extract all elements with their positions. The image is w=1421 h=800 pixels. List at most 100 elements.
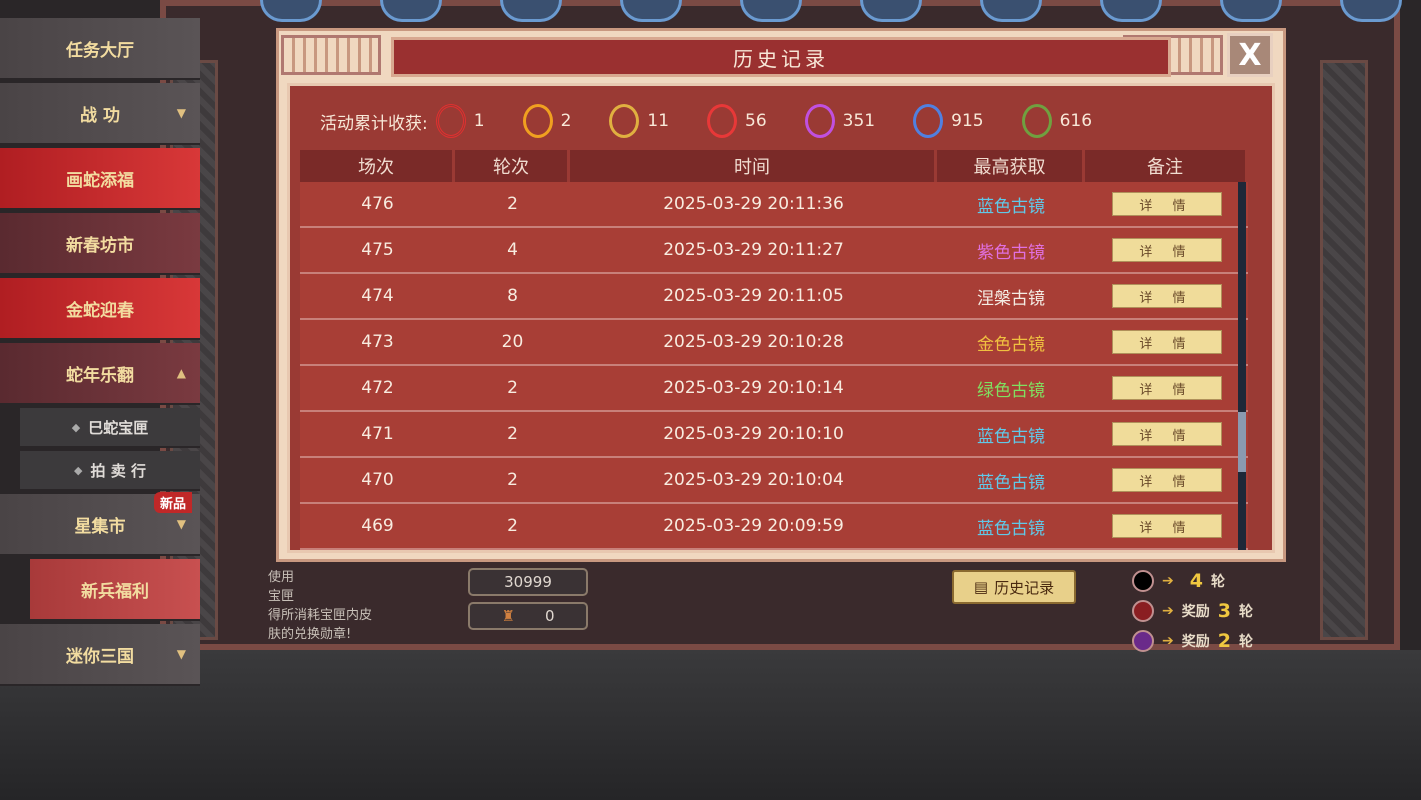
sidebar-item[interactable]: 任务大厅 xyxy=(0,18,200,80)
event-info-text: 使用 宝匣 得所消耗宝匣内皮 肤的兑换勋章! xyxy=(268,568,438,644)
harvest-stat: 351 xyxy=(804,104,875,138)
table-row: 469 2 2025-03-29 20:09:59 蓝色古镜 详 情 xyxy=(300,504,1248,550)
harvest-stat: 915 xyxy=(913,104,984,138)
modal-title-bar: 历史记录 xyxy=(391,37,1171,77)
best-reward: 蓝色古镜 xyxy=(977,472,1045,493)
scrollbar[interactable] xyxy=(1238,182,1246,550)
sidebar-item[interactable]: 迷你三国 ▼ xyxy=(0,624,200,686)
timestamp: 2025-03-29 20:10:04 xyxy=(663,470,844,490)
chevron-up-icon[interactable]: ▲ xyxy=(176,366,186,380)
details-button[interactable]: 详 情 xyxy=(1111,422,1222,446)
sidebar-item-label: 蛇年乐翻 xyxy=(66,365,134,386)
info-line: 得所消耗宝匣内皮 xyxy=(268,608,373,623)
harvest-stat: 11 xyxy=(609,104,669,138)
close-button[interactable]: X xyxy=(1227,33,1273,77)
details-button[interactable]: 详 情 xyxy=(1111,192,1222,216)
green-ring-icon xyxy=(1021,104,1052,138)
details-button[interactable]: 详 情 xyxy=(1111,376,1222,400)
avatar[interactable] xyxy=(1220,0,1282,22)
round-count: 2 xyxy=(507,470,518,490)
details-button[interactable]: 详 情 xyxy=(1111,238,1222,262)
arrow-right-icon: ➔ xyxy=(1162,573,1174,589)
sidebar-item[interactable]: 星集市 ▼ 新品 xyxy=(0,492,200,556)
avatar[interactable] xyxy=(500,0,562,22)
match-number: 472 xyxy=(361,378,394,398)
reward-prefix: 奖励 xyxy=(1181,604,1210,620)
details-button[interactable]: 详 情 xyxy=(1111,468,1222,492)
scrollbar-thumb[interactable] xyxy=(1238,412,1246,472)
avatar[interactable] xyxy=(1100,0,1162,22)
table-row: 470 2 2025-03-29 20:10:04 蓝色古镜 详 情 xyxy=(300,458,1248,504)
sidebar-item-label: 任务大厅 xyxy=(66,40,134,61)
sidebar-item[interactable]: ◆ 拍 卖 行 xyxy=(20,451,200,491)
sidebar-item-label: 战 功 xyxy=(80,105,120,126)
sidebar-item[interactable]: 新兵福利 xyxy=(30,559,200,621)
column-header: 备注 xyxy=(1085,150,1248,182)
notes-cell: 详 情 xyxy=(1085,422,1248,446)
medal-field: ♜ 0 xyxy=(468,602,588,630)
timestamp: 2025-03-29 20:11:27 xyxy=(663,240,844,260)
sidebar-item-label: 新兵福利 xyxy=(81,581,149,602)
summary-label: 活动累计收获: xyxy=(320,113,428,134)
notes-cell: 详 情 xyxy=(1085,376,1248,400)
notes-cell: 详 情 xyxy=(1085,238,1248,262)
notes-cell: 详 情 xyxy=(1085,192,1248,216)
info-line: 使用 xyxy=(268,570,295,585)
table-row: 471 2 2025-03-29 20:10:10 蓝色古镜 详 情 xyxy=(300,412,1248,458)
notes-cell: 详 情 xyxy=(1085,514,1248,538)
hero-avatar-row xyxy=(260,0,1402,22)
column-header: 场次 xyxy=(300,150,455,182)
sidebar-item-label: 画蛇添福 xyxy=(66,170,134,191)
details-button[interactable]: 详 情 xyxy=(1111,330,1222,354)
table-body[interactable]: 476 2 2025-03-29 20:11:36 蓝色古镜详 情 475 4 2025-0… xyxy=(300,182,1248,550)
table-row: 474 8 2025-03-29 20:11:05 涅槃古镜 详 情 xyxy=(300,274,1248,320)
sidebar-menu: 任务大厅战 功 ▼ 画蛇添福 新春坊市 金蛇迎春 蛇年乐翻 ▲ ◆ 巳蛇宝匣 ◆ 拍 卖 行星集… xyxy=(0,18,200,689)
sidebar-item-label: 新春坊市 xyxy=(66,235,134,256)
notes-cell: 详 情 xyxy=(1085,468,1248,492)
history-record-button[interactable]: ▤ 历史记录 xyxy=(952,570,1076,604)
avatar[interactable] xyxy=(860,0,922,22)
column-header: 最高获取 xyxy=(937,150,1085,182)
notes-cell: 详 情 xyxy=(1085,284,1248,308)
harvest-stat: 56 xyxy=(707,104,767,138)
reward-suffix: 轮 xyxy=(1210,574,1225,590)
chevron-down-icon[interactable]: ▼ xyxy=(176,517,186,531)
timestamp: 2025-03-29 20:10:10 xyxy=(663,424,844,444)
sidebar-item[interactable]: 画蛇添福 xyxy=(0,148,200,210)
avatar[interactable] xyxy=(740,0,802,22)
details-button[interactable]: 详 情 xyxy=(1111,514,1222,538)
arrow-right-icon: ➔ xyxy=(1162,633,1174,649)
floor-background xyxy=(0,650,1421,800)
details-button[interactable]: 详 情 xyxy=(1111,284,1222,308)
avatar[interactable] xyxy=(380,0,442,22)
info-line: 肤的兑换勋章! xyxy=(268,627,352,642)
avatar[interactable] xyxy=(620,0,682,22)
purple-ring-icon xyxy=(804,104,835,138)
harvest-stat: 1 xyxy=(435,104,485,138)
avatar[interactable] xyxy=(260,0,322,22)
reward-rounds: 3 xyxy=(1217,600,1231,622)
sidebar-item[interactable]: ◆ 巳蛇宝匣 xyxy=(20,408,200,448)
sidebar-item[interactable]: 蛇年乐翻 ▲ xyxy=(0,343,200,405)
table-header: 场次 轮次 时间 最高获取 备注 xyxy=(300,150,1260,182)
sidebar-item-label: 星集市 xyxy=(74,516,126,537)
best-reward: 蓝色古镜 xyxy=(977,196,1045,217)
sidebar-item[interactable]: 战 功 ▼ xyxy=(0,83,200,145)
avatar[interactable] xyxy=(1340,0,1402,22)
reward-prefix: 奖励 xyxy=(1181,634,1210,650)
gold-ring-icon xyxy=(609,104,640,138)
match-number: 469 xyxy=(361,516,394,536)
round-count: 2 xyxy=(507,378,518,398)
chevron-down-icon[interactable]: ▼ xyxy=(176,106,186,120)
best-reward: 涅槃古镜 xyxy=(977,288,1045,309)
sidebar-item-label: 巳蛇宝匣 xyxy=(88,418,149,437)
sidebar-item[interactable]: 新春坊市 xyxy=(0,213,200,275)
avatar[interactable] xyxy=(980,0,1042,22)
chevron-down-icon[interactable]: ▼ xyxy=(176,647,186,661)
diamond-icon: ◆ xyxy=(74,463,83,477)
timestamp: 2025-03-29 20:11:36 xyxy=(663,194,844,214)
match-number: 476 xyxy=(361,194,394,214)
sidebar-item[interactable]: 金蛇迎春 xyxy=(0,278,200,340)
column-header: 时间 xyxy=(570,150,937,182)
best-reward: 蓝色古镜 xyxy=(977,518,1045,539)
